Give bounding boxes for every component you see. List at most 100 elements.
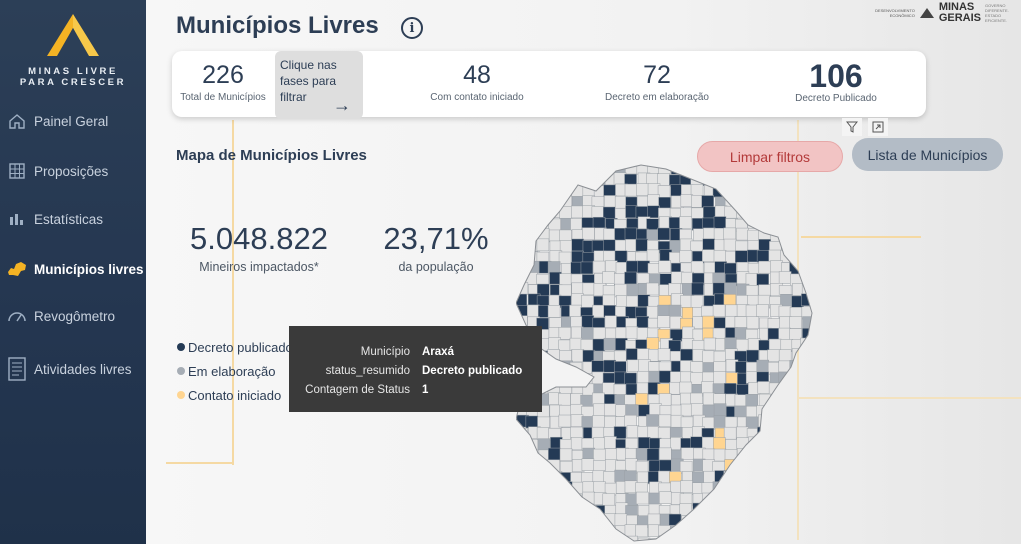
municipality-region[interactable] xyxy=(624,414,637,428)
municipality-region[interactable] xyxy=(746,469,759,482)
municipality-region[interactable] xyxy=(781,406,794,419)
municipality-region[interactable] xyxy=(690,295,704,308)
municipality-region[interactable] xyxy=(603,337,617,351)
municipality-region[interactable] xyxy=(767,482,781,495)
municipality-region[interactable] xyxy=(701,163,715,175)
municipality-region[interactable] xyxy=(791,194,804,208)
municipality-region[interactable] xyxy=(780,415,794,429)
municipality-region[interactable] xyxy=(536,238,550,252)
municipality-region[interactable] xyxy=(702,515,716,528)
municipality-region[interactable] xyxy=(536,535,550,544)
municipality-region[interactable] xyxy=(626,295,639,309)
municipality-region[interactable] xyxy=(703,503,717,517)
municipality-region[interactable] xyxy=(646,448,660,461)
municipality-region[interactable] xyxy=(624,480,638,494)
municipality-region[interactable] xyxy=(626,283,640,297)
municipality-region[interactable] xyxy=(703,227,716,241)
municipality-region[interactable] xyxy=(703,525,717,538)
municipality-region[interactable] xyxy=(547,514,561,528)
municipality-region[interactable] xyxy=(814,206,816,218)
municipality-region[interactable] xyxy=(582,282,596,296)
municipality-region[interactable] xyxy=(690,436,703,450)
municipality-region[interactable] xyxy=(647,163,660,175)
municipality-region[interactable] xyxy=(723,294,737,307)
municipality-region[interactable] xyxy=(572,372,585,386)
municipality-region[interactable] xyxy=(549,185,562,199)
municipality-region[interactable] xyxy=(647,205,660,219)
municipality-region[interactable] xyxy=(780,381,793,395)
municipality-region[interactable] xyxy=(800,185,813,198)
municipality-region[interactable] xyxy=(702,315,715,329)
municipality-region[interactable] xyxy=(570,218,583,231)
municipality-region[interactable] xyxy=(745,195,759,209)
municipality-region[interactable] xyxy=(614,283,627,297)
municipality-region[interactable] xyxy=(769,414,782,428)
municipality-region[interactable] xyxy=(626,260,639,274)
municipality-region[interactable] xyxy=(635,393,648,406)
municipality-region[interactable] xyxy=(516,449,528,463)
municipality-region[interactable] xyxy=(790,382,803,395)
municipality-region[interactable] xyxy=(603,184,616,198)
municipality-region[interactable] xyxy=(746,164,760,177)
municipality-region[interactable] xyxy=(516,251,528,264)
municipality-region[interactable] xyxy=(745,394,758,407)
municipality-region[interactable] xyxy=(703,470,716,484)
municipality-region[interactable] xyxy=(756,503,769,516)
municipality-region[interactable] xyxy=(690,403,704,416)
municipality-region[interactable] xyxy=(789,328,802,341)
municipality-region[interactable] xyxy=(637,537,651,544)
municipality-region[interactable] xyxy=(781,493,794,507)
municipality-region[interactable] xyxy=(571,205,584,219)
municipality-region[interactable] xyxy=(560,524,574,538)
municipality-region[interactable] xyxy=(735,163,748,176)
municipality-region[interactable] xyxy=(517,195,530,208)
municipality-region[interactable] xyxy=(690,392,703,406)
municipality-region[interactable] xyxy=(580,261,594,275)
municipality-region[interactable] xyxy=(569,337,583,351)
municipality-region[interactable] xyxy=(668,513,682,527)
municipality-region[interactable] xyxy=(811,425,816,439)
municipality-region[interactable] xyxy=(791,217,804,230)
municipality-region[interactable] xyxy=(615,537,629,544)
municipality-region[interactable] xyxy=(757,449,771,463)
municipality-region[interactable] xyxy=(527,482,540,496)
municipality-region[interactable] xyxy=(790,436,804,450)
municipality-region[interactable] xyxy=(813,305,816,317)
municipality-region[interactable] xyxy=(549,197,562,210)
municipality-region[interactable] xyxy=(593,437,606,450)
municipality-region[interactable] xyxy=(758,525,771,539)
municipality-region[interactable] xyxy=(712,184,726,198)
municipality-region[interactable] xyxy=(658,197,671,210)
municipality-region[interactable] xyxy=(525,504,538,518)
municipality-region[interactable] xyxy=(594,536,607,544)
municipality-region[interactable] xyxy=(769,525,782,538)
municipality-region[interactable] xyxy=(547,305,561,318)
municipality-region[interactable] xyxy=(811,537,816,544)
municipality-region[interactable] xyxy=(736,173,749,186)
municipality-region[interactable] xyxy=(746,316,760,329)
municipality-region[interactable] xyxy=(613,172,627,185)
municipality-region[interactable] xyxy=(682,537,695,544)
municipality-region[interactable] xyxy=(558,535,571,544)
municipality-region[interactable] xyxy=(593,481,606,494)
municipality-region[interactable] xyxy=(637,370,650,384)
municipality-region[interactable] xyxy=(679,503,693,516)
municipality-region[interactable] xyxy=(812,219,816,231)
kpi-published[interactable]: 106 Decreto Publicado xyxy=(772,51,900,117)
municipality-region[interactable] xyxy=(768,426,781,440)
municipality-region[interactable] xyxy=(748,513,761,527)
municipality-region[interactable] xyxy=(613,426,627,439)
municipality-region[interactable] xyxy=(734,526,748,539)
municipality-region[interactable] xyxy=(659,459,672,473)
municipality-region[interactable] xyxy=(713,437,726,450)
municipality-region[interactable] xyxy=(570,403,584,417)
municipality-region[interactable] xyxy=(803,415,815,428)
municipality-region[interactable] xyxy=(517,438,530,451)
municipality-region[interactable] xyxy=(646,414,659,427)
municipality-region[interactable] xyxy=(768,183,781,196)
municipality-region[interactable] xyxy=(758,437,771,451)
municipality-region[interactable] xyxy=(713,317,727,330)
municipality-region[interactable] xyxy=(592,392,605,406)
municipality-region[interactable] xyxy=(780,448,793,462)
municipality-region[interactable] xyxy=(791,393,805,407)
